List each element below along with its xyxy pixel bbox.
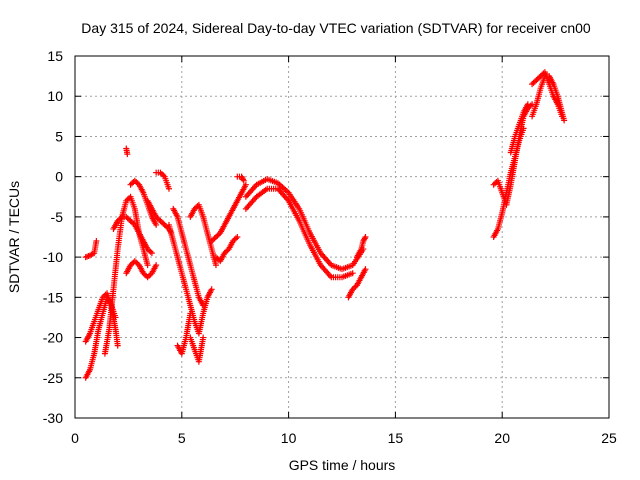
y-tick-label: -25 xyxy=(43,370,63,386)
data-point xyxy=(234,234,241,240)
data-point xyxy=(200,302,207,309)
data-point xyxy=(187,310,194,317)
y-tick-label: 5 xyxy=(55,128,63,144)
data-point xyxy=(240,177,247,184)
axis-ticks: 0 5 10 15 20 25 -30 -25 -20 -15 -10 -5 0 5 10 15 xyxy=(43,48,617,446)
data-point xyxy=(200,334,207,341)
data-point xyxy=(112,314,119,321)
data-point xyxy=(361,235,368,242)
data-point xyxy=(242,181,249,188)
y-tick-label: 15 xyxy=(47,48,63,64)
data-point xyxy=(240,176,247,183)
x-tick-label: 10 xyxy=(281,430,297,446)
x-axis-label: GPS time / hours xyxy=(289,457,396,473)
data-point xyxy=(153,262,160,269)
y-axis-label: SDTVAR / TECUs xyxy=(6,181,22,293)
data-point xyxy=(148,250,155,257)
data-point xyxy=(212,262,219,269)
data-point xyxy=(124,151,131,158)
data-point xyxy=(208,286,215,293)
y-tick-label: -30 xyxy=(43,410,63,426)
x-tick-label: 5 xyxy=(178,430,186,446)
data-point xyxy=(362,266,369,273)
x-tick-label: 25 xyxy=(601,430,617,446)
data-point xyxy=(561,117,568,124)
data-point xyxy=(349,270,356,277)
y-tick-label: -10 xyxy=(43,249,63,265)
y-tick-label: -15 xyxy=(43,289,63,305)
data-point xyxy=(524,101,531,108)
data-point xyxy=(114,342,121,349)
data-point xyxy=(93,238,100,245)
plot-area xyxy=(74,55,610,419)
chart-title: Day 315 of 2024, Sidereal Day-to-day VTE… xyxy=(81,20,591,36)
data-point xyxy=(144,262,151,269)
y-tick-label: 10 xyxy=(47,88,63,104)
data-point xyxy=(153,221,160,228)
data-points xyxy=(82,69,568,381)
y-tick-label: 0 xyxy=(55,169,63,185)
data-point xyxy=(559,113,566,120)
y-tick-label: -20 xyxy=(43,330,63,346)
x-tick-label: 0 xyxy=(71,430,79,446)
data-point xyxy=(362,234,369,240)
x-tick-label: 20 xyxy=(494,430,510,446)
x-tick-label: 15 xyxy=(388,430,404,446)
data-point xyxy=(165,185,172,192)
y-tick-label: -5 xyxy=(51,209,64,225)
